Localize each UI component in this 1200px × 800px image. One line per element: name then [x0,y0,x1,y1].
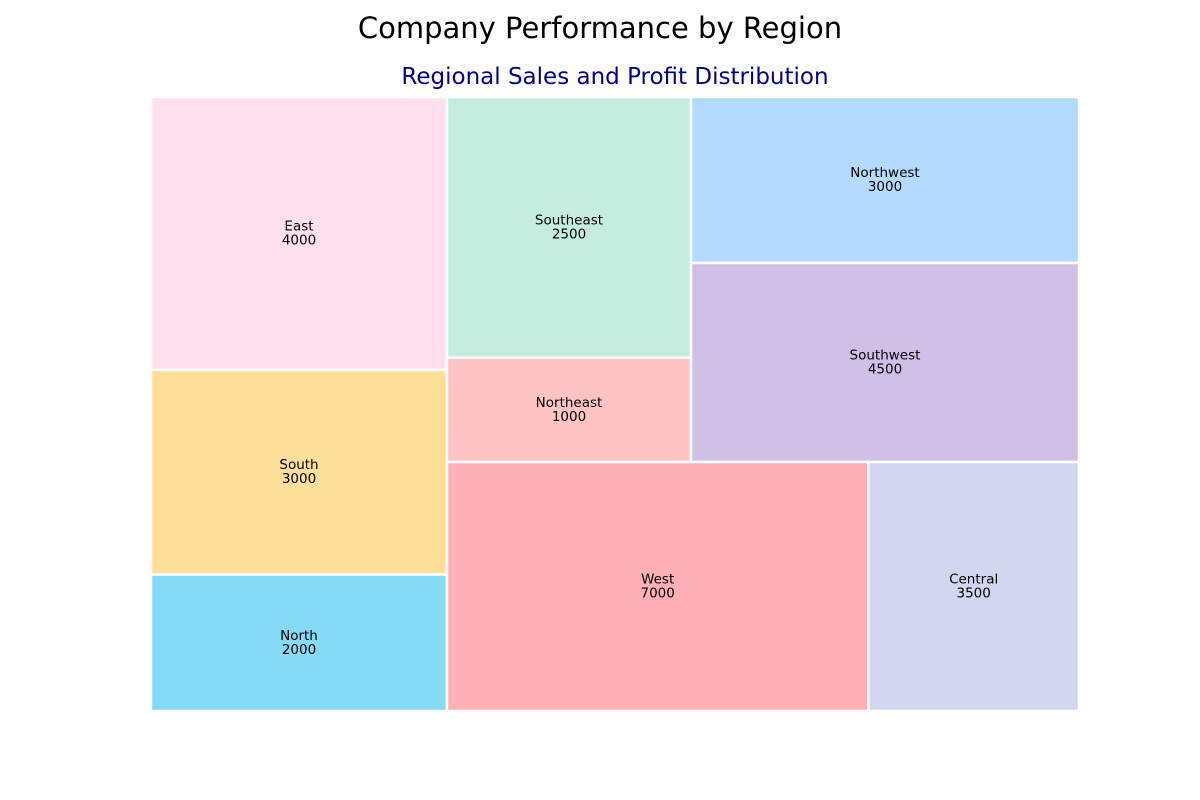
treemap-cell-northwest [689,95,1081,265]
chart-subtitle: Regional Sales and Profit Distribution [401,64,829,90]
cell-label-northeast: Northeast [536,395,603,411]
treemap-cell-west [445,460,870,713]
cell-label-east: East [284,218,313,234]
cell-value-south: 3000 [282,471,316,487]
cell-value-west: 7000 [640,586,674,602]
cell-label-southeast: Southeast [535,212,603,228]
treemap-cells: East4000South3000North2000Southeast2500N… [149,95,1081,713]
cell-value-southeast: 2500 [552,226,586,242]
cell-label-southwest: Southwest [850,348,921,364]
cell-value-east: 4000 [282,232,316,248]
cell-label-northwest: Northwest [850,165,919,181]
cell-value-central: 3500 [956,586,990,602]
cell-value-north: 2000 [282,642,316,658]
cell-value-southwest: 4500 [868,362,902,378]
cell-label-south: South [279,457,318,473]
cell-value-northwest: 3000 [868,179,902,195]
chart-title: Company Performance by Region [357,11,843,45]
treemap-cell-southwest [689,261,1081,464]
cell-value-northeast: 1000 [552,409,586,425]
treemap-cell-southeast [445,95,693,359]
cell-label-north: North [280,628,318,644]
cell-label-west: West [641,572,674,588]
treemap-cell-central [867,460,1081,713]
cell-label-central: Central [949,572,998,588]
treemap-cell-north [149,573,449,713]
treemap-cell-south [149,368,449,576]
